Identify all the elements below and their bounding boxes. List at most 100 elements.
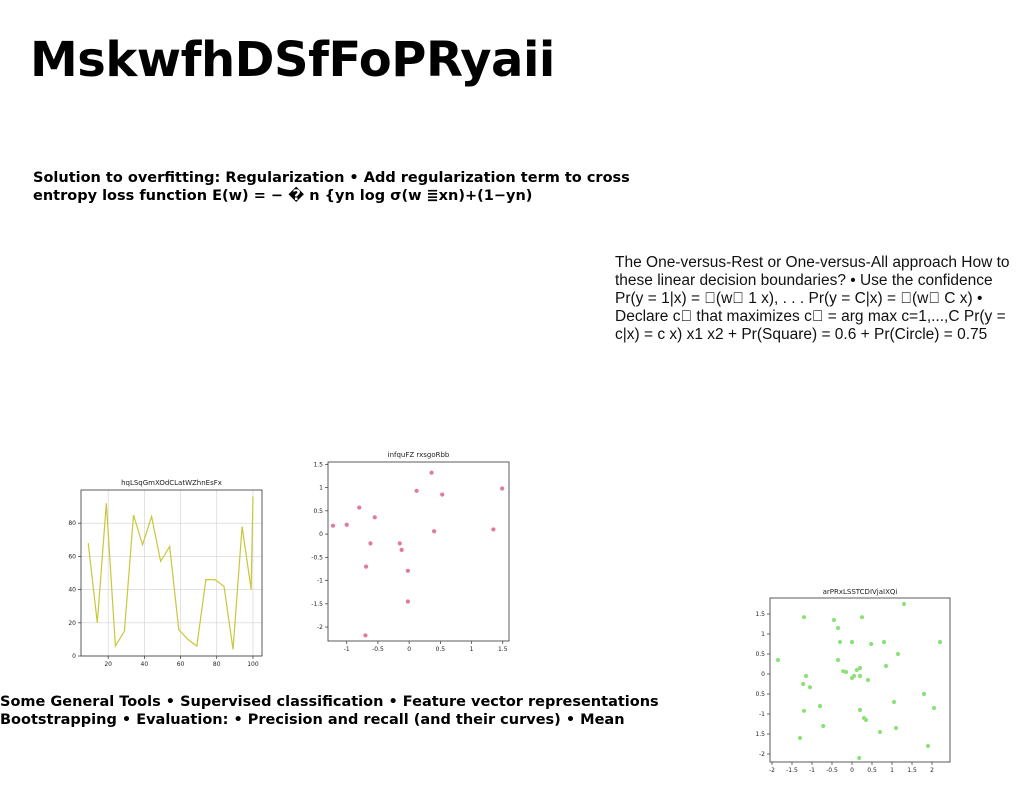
plot-frame [769,597,951,763]
x-tick-label: 80 [213,661,221,668]
scatter-point [863,717,869,723]
x-tick-label: 0.5 [867,767,877,774]
scatter-point [857,673,863,679]
regularization-paragraph: Solution to overfitting: Regularization … [33,170,630,204]
x-tick-label: 1.5 [907,767,917,774]
scatter-point [397,541,402,546]
general-tools-paragraph: Some General Tools • Supervised classifi… [0,694,659,728]
x-tick-label: 40 [141,661,149,668]
x-tick-label: 100 [247,661,259,668]
y-tick-label: -0.5 [756,691,765,698]
y-tick-label: -1.5 [756,731,765,738]
scatter-point [817,703,823,709]
scatter-point [837,639,843,645]
scatter-point [895,651,901,657]
x-tick-label: -1 [809,767,815,774]
scatter-point [500,486,505,491]
scatter-point [405,568,410,573]
y-tick-label: 20 [68,620,76,627]
scatter-point [363,633,368,638]
scatter-point [857,755,862,761]
scatter-point [344,522,349,527]
scatter-point [775,657,781,663]
x-tick-label: -0.5 [372,646,384,653]
scatter-point [797,735,803,741]
scatter-point [414,488,419,493]
scatter-point [835,625,841,631]
scatter-point [883,663,889,669]
y-tick-label: -2 [317,624,323,631]
scatter-point [363,564,369,569]
scatter-point [857,707,863,713]
x-tick-label: -0.5 [826,767,838,774]
x-tick-label: 0 [850,767,854,774]
scatter-point [491,527,496,532]
x-tick-label: -1 [344,646,350,653]
y-tick-label: 1 [319,485,323,492]
y-tick-label: -1 [759,711,765,718]
y-tick-label: 80 [68,520,76,527]
y-tick-label: 1 [761,631,765,638]
plot-frame [327,461,510,642]
scatter-point [859,615,865,620]
scatter-point [849,675,855,681]
x-tick-label: -2 [769,767,775,774]
x-tick-label: 1 [890,767,894,774]
y-tick-label: -0.5 [311,554,323,561]
y-tick-label: 1.5 [313,461,323,468]
scatter-point [881,639,887,645]
scatter-point [925,743,931,749]
scatter-point [854,667,859,673]
scatter-point [857,665,863,671]
plot-frame [80,489,263,657]
series-line [87,496,254,650]
y-tick-label: 0 [319,531,323,538]
scatter-point [801,681,806,687]
y-tick-label: -1.5 [311,601,323,608]
scatter-point [869,641,874,647]
scatter-point [931,705,937,711]
y-tick-label: 0.5 [313,508,323,515]
scatter-point [330,523,336,528]
scatter-point [865,677,871,683]
y-tick-label: 40 [68,587,76,594]
scatter-point [405,599,410,604]
x-tick-label: 0.5 [436,646,446,653]
y-tick-label: 0.5 [756,651,765,658]
scatter-point [801,615,807,620]
x-tick-label: 20 [104,661,112,668]
y-tick-label: -2 [759,751,765,758]
one-vs-rest-paragraph: The One-versus-Rest or One-versus-All ap… [615,254,1010,343]
scatter-point [937,639,943,645]
y-tick-label: 1.5 [756,611,765,618]
green-scatter-chart: arPRxLSSTCDIVjaIXQi -2 -1.5 -1 -0.5 0 0.5 1 1.5 2… [756,588,951,774]
scatter-point [831,617,837,623]
chart-title: infquFZ rxsgoRbb [388,451,450,459]
y-tick-label: -1 [317,578,323,585]
x-tick-label: 0 [407,646,411,653]
scatter-point [440,492,445,497]
scatter-point [368,541,373,546]
scatter-point [803,673,809,679]
scatter-point [801,708,807,713]
x-tick-label: 60 [177,661,185,668]
scatter-point [357,505,362,510]
x-tick-label: 1.5 [498,646,508,653]
scatter-point [901,601,907,607]
scatter-point [893,725,899,731]
chart-title: hqLSqGmXOdCLatWZhnEsFx [121,479,222,487]
scatter-point [399,547,404,552]
scatter-point [849,639,855,645]
x-tick-label: 2 [930,767,934,774]
scatter-point [372,515,377,520]
scatter-point [835,657,841,663]
scatter-point [877,729,883,735]
chart-title: arPRxLSSTCDIVjaIXQi [823,588,898,596]
scatter-point [821,723,826,729]
pink-scatter-chart: infquFZ rxsgoRbb -1 -0.5 0 0.5 1 1.5 1.5 1 0.5 0 -0… [311,451,510,653]
page-title: MskwfhDSfFoPRyaii [30,32,555,88]
y-tick-label: 0 [761,671,765,678]
scatter-point [891,699,897,705]
scatter-point [429,470,434,475]
y-tick-label: 0 [72,653,76,660]
